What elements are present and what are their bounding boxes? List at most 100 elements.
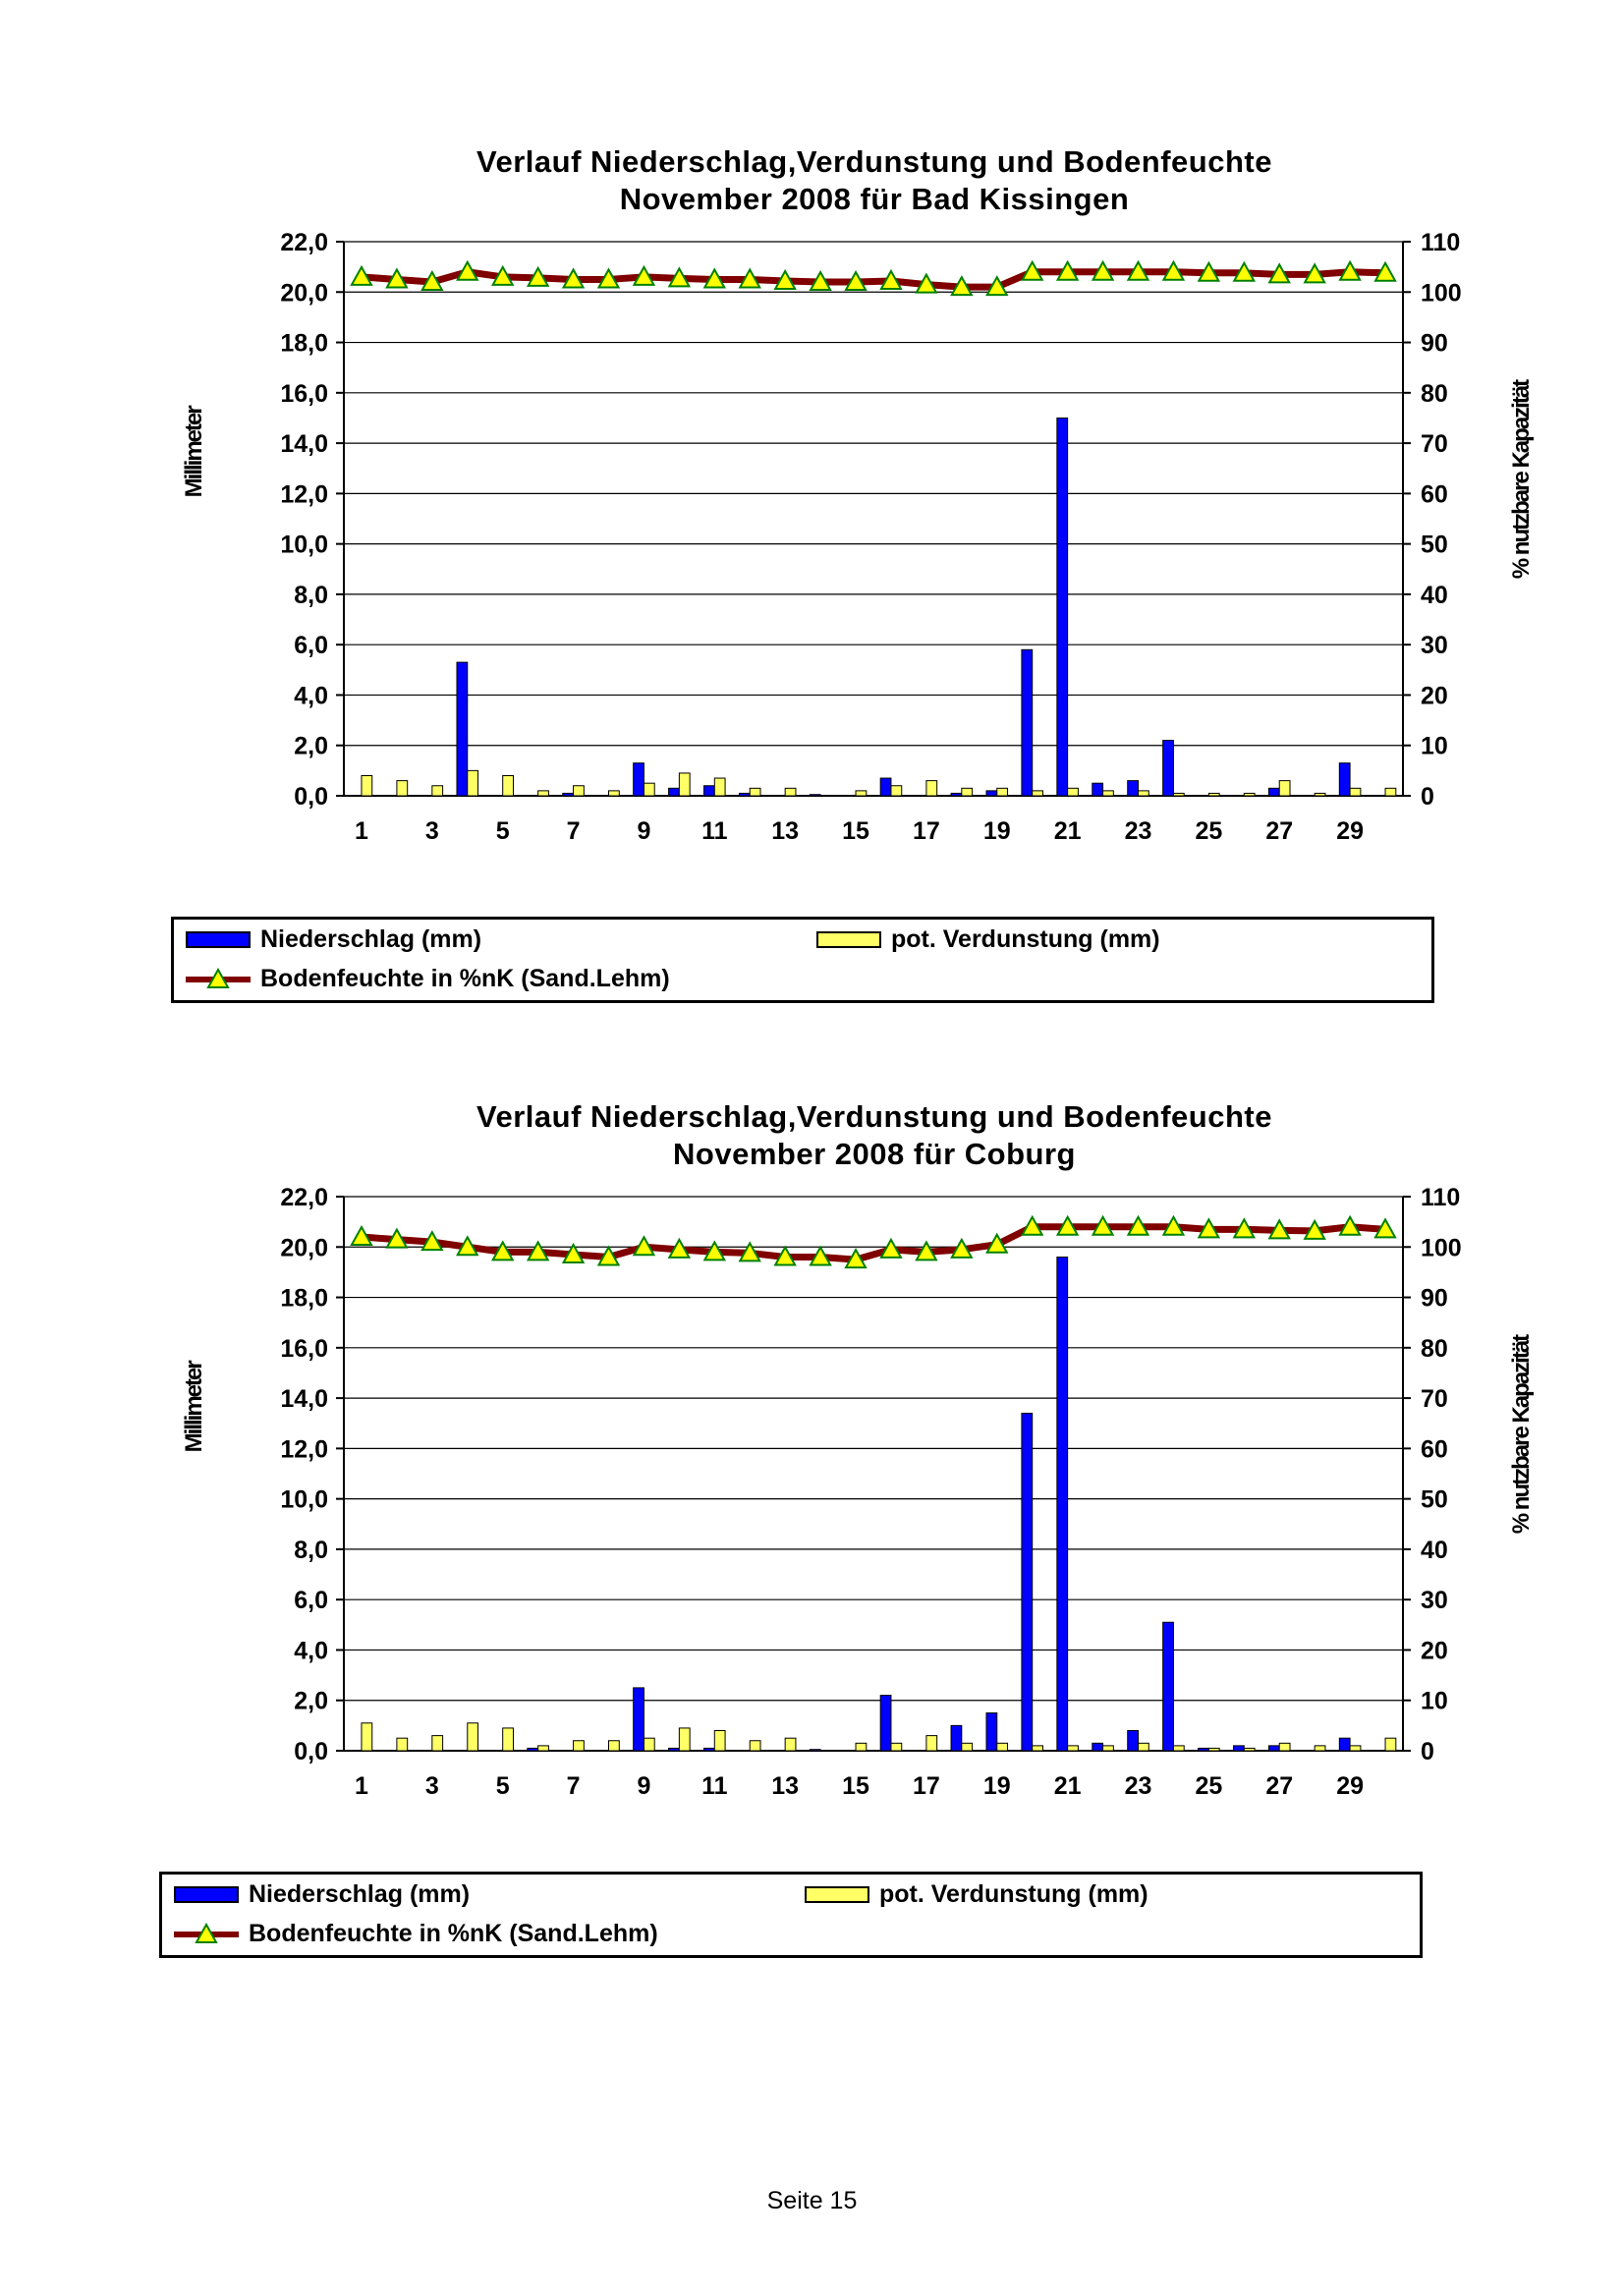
x-tick-label: 5 xyxy=(496,817,510,845)
evap-bar xyxy=(749,787,761,797)
y-tick-label: 0,0 xyxy=(294,1738,328,1765)
precip-bar xyxy=(668,1747,680,1752)
evap-bar xyxy=(1067,787,1079,797)
evap-bar xyxy=(396,1737,409,1752)
evap-bar xyxy=(1102,1745,1114,1752)
evap-bar xyxy=(537,1745,549,1752)
evap-bar xyxy=(1243,792,1256,797)
evap-bar xyxy=(431,785,444,797)
moisture-marker xyxy=(985,275,1009,297)
precip-bar xyxy=(985,1712,998,1752)
evap-bar xyxy=(608,1740,620,1752)
evap-bar xyxy=(502,1727,514,1752)
y2-tick-label: 100 xyxy=(1421,279,1462,307)
evap-bar xyxy=(784,787,797,797)
evap-swatch xyxy=(805,1886,869,1903)
precip-bar xyxy=(633,762,644,797)
evap-bar xyxy=(467,769,479,797)
y2-tick-label: 0 xyxy=(1421,783,1434,811)
precip-bar xyxy=(809,1749,821,1752)
evap-bar xyxy=(361,774,373,797)
chart-plot: 0,0 2,0 4,0 6,0 8,0 10,0 12,0 14,0 16,0 18,0 20,0 2… xyxy=(181,229,1535,845)
moisture-marker xyxy=(844,1248,868,1269)
y2-tick-label: 100 xyxy=(1421,1234,1462,1261)
moisture-marker xyxy=(985,1232,1009,1254)
moisture-marker xyxy=(773,1245,797,1266)
evap-bar xyxy=(1314,792,1326,797)
y-tick-label: 22,0 xyxy=(280,229,328,256)
moisture-marker xyxy=(915,272,938,294)
moisture-marker xyxy=(1055,1214,1080,1236)
evap-bar xyxy=(996,1742,1009,1752)
evap-bar xyxy=(1138,1742,1149,1752)
legend-label-evap: pot. Verdunstung (mm) xyxy=(891,925,1160,953)
moisture-marker xyxy=(1197,1217,1221,1239)
y2-tick-label: 10 xyxy=(1421,1688,1448,1715)
y2-tick-label: 50 xyxy=(1421,1486,1448,1514)
precip-bar xyxy=(950,1724,963,1752)
precip-bar xyxy=(1092,782,1104,797)
evap-bar xyxy=(1278,780,1291,797)
page-footer: Seite 15 xyxy=(766,2187,858,2214)
precip-bar xyxy=(1267,787,1280,797)
chart-title-line2: November 2008 für Bad Kissingen xyxy=(619,182,1130,216)
evap-bar xyxy=(643,1737,655,1752)
x-tick-label: 27 xyxy=(1265,1772,1293,1800)
moisture-marker xyxy=(456,259,479,281)
evap-bar xyxy=(537,790,549,797)
moisture-marker xyxy=(1126,1214,1150,1236)
precip-bar xyxy=(950,792,963,797)
moisture-marker xyxy=(1161,259,1186,281)
y-tick-label: 12,0 xyxy=(280,1435,328,1463)
moisture-marker xyxy=(915,1240,938,1261)
moisture-swatch xyxy=(174,1922,239,1943)
evap-bar xyxy=(890,1742,903,1752)
moisture-marker xyxy=(702,267,726,289)
evap-bar xyxy=(608,790,620,797)
y2-tick-label: 110 xyxy=(1421,229,1460,256)
precip-bar xyxy=(633,1687,644,1752)
y-tick-label: 2,0 xyxy=(294,1688,328,1715)
precip-bar xyxy=(1127,1729,1139,1752)
evap-bar xyxy=(1138,790,1149,797)
precip-bar xyxy=(1233,1745,1245,1752)
moisture-marker xyxy=(1055,259,1080,281)
y2-tick-label: 70 xyxy=(1421,430,1448,458)
y-tick-label: 4,0 xyxy=(294,1637,328,1664)
x-tick-label: 11 xyxy=(701,1772,728,1800)
moisture-marker xyxy=(1021,259,1044,281)
x-tick-label: 17 xyxy=(913,1772,940,1800)
x-tick-label: 9 xyxy=(637,1772,650,1800)
evap-bar xyxy=(925,1735,938,1752)
moisture-marker xyxy=(773,268,797,290)
moisture-marker xyxy=(702,1240,726,1261)
moisture-marker xyxy=(1091,1214,1115,1236)
moisture-marker xyxy=(950,1237,974,1259)
x-tick-label: 17 xyxy=(913,817,940,845)
y2-tick-label: 30 xyxy=(1421,1587,1448,1614)
evap-bar xyxy=(713,777,726,797)
moisture-marker xyxy=(1232,1217,1256,1239)
y2-tick-label: 20 xyxy=(1421,682,1448,709)
evap-bar xyxy=(1278,1742,1291,1752)
y2-tick-label: 90 xyxy=(1421,330,1448,358)
y-tick-label: 22,0 xyxy=(280,1184,328,1211)
y2-tick-label: 50 xyxy=(1421,532,1448,559)
legend-label-precip: Niederschlag (mm) xyxy=(249,1880,471,1908)
moisture-swatch xyxy=(186,967,251,988)
evap-swatch xyxy=(816,931,881,948)
y2-tick-label: 40 xyxy=(1421,582,1448,609)
precip-bar xyxy=(703,785,715,797)
evap-bar xyxy=(1102,790,1114,797)
precip-bar xyxy=(1056,417,1069,797)
legend-label-moisture: Bodenfeuchte in %nK (Sand.Lehm) xyxy=(249,1920,658,1947)
evap-bar xyxy=(1207,792,1220,797)
evap-bar xyxy=(1032,790,1043,797)
precip-swatch xyxy=(186,931,251,948)
evap-bar xyxy=(855,1742,868,1752)
x-tick-label: 25 xyxy=(1195,817,1222,845)
x-tick-label: 19 xyxy=(983,1772,1011,1800)
precip-bar xyxy=(668,787,680,797)
moisture-marker xyxy=(1373,260,1397,282)
precip-bar xyxy=(1162,1621,1174,1752)
